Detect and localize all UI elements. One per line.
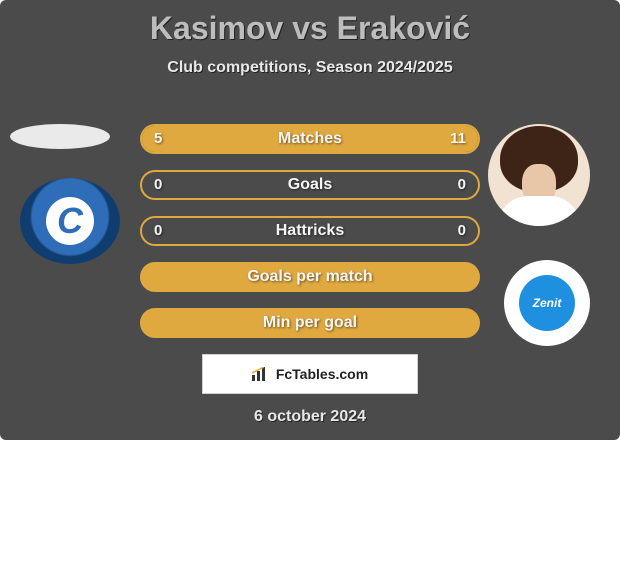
stat-value-right: 11 xyxy=(450,126,466,152)
stat-row: Hattricks0 0 xyxy=(140,216,480,246)
stat-label: Matches xyxy=(142,126,478,152)
stat-row: Goals0 0 xyxy=(140,170,480,200)
club-left-logo: C xyxy=(20,178,120,264)
subtitle: Club competitions, Season 2024/2025 xyxy=(0,59,620,77)
club-right-label: Zenit xyxy=(519,275,575,331)
stat-label: Goals per match xyxy=(142,264,478,290)
stat-row: Min per goal xyxy=(140,308,480,338)
bars-icon xyxy=(252,367,270,381)
stat-row: Goals per match xyxy=(140,262,480,292)
date-line: 6 october 2024 xyxy=(0,408,620,426)
stat-label: Min per goal xyxy=(142,310,478,336)
stats-bars: Matches511Goals00Hattricks00Goals per ma… xyxy=(140,124,480,354)
stat-label: Goals xyxy=(142,172,478,198)
stat-value-right: 0 xyxy=(458,172,466,198)
attribution-text: FcTables.com xyxy=(276,366,368,382)
stat-value-left: 0 xyxy=(154,218,162,244)
stat-value-right: 0 xyxy=(458,218,466,244)
stat-value-left: 0 xyxy=(154,172,162,198)
club-right-logo: Zenit xyxy=(504,260,590,346)
page-title: Kasimov vs Eraković xyxy=(0,0,620,47)
stat-value-left: 5 xyxy=(154,126,162,152)
stat-label: Hattricks xyxy=(142,218,478,244)
club-left-initial: C xyxy=(46,197,94,245)
avatar-jersey xyxy=(498,196,580,226)
comparison-card: Kasimov vs Eraković Club competitions, S… xyxy=(0,0,620,440)
player-left-avatar xyxy=(10,124,110,149)
attribution-badge[interactable]: FcTables.com xyxy=(202,354,418,394)
player-right-avatar xyxy=(488,124,590,226)
stat-row: Matches5 11 xyxy=(140,124,480,154)
